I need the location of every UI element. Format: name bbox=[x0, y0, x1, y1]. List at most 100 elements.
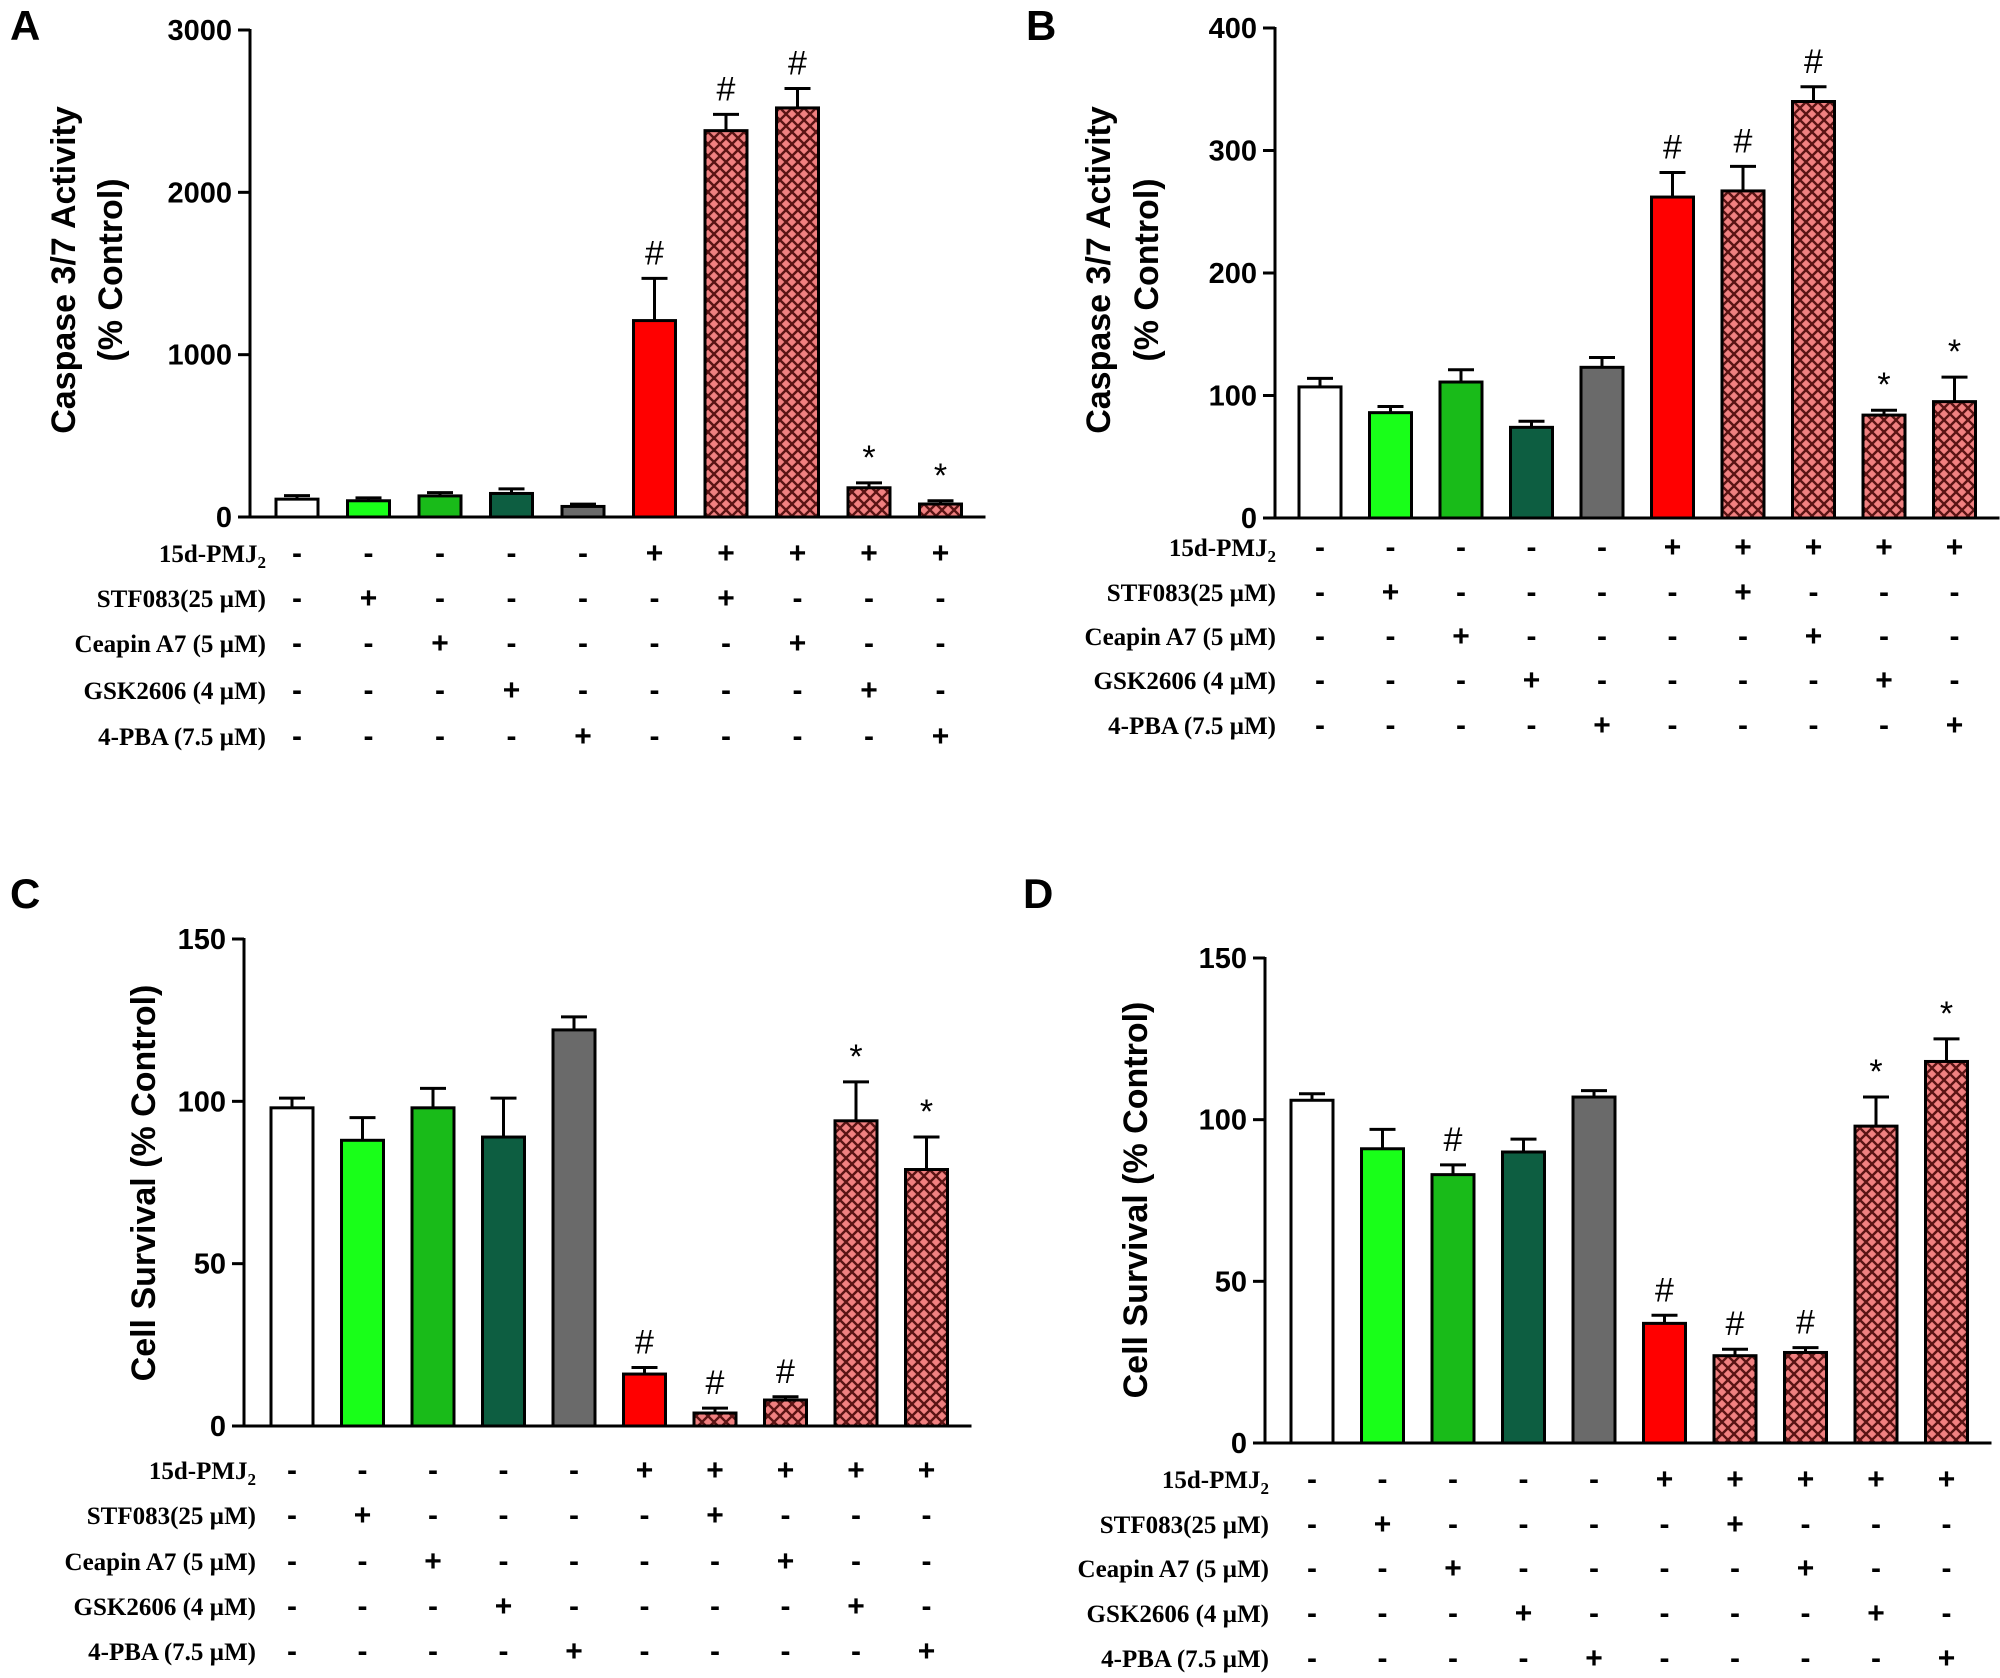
minus-sign: - bbox=[499, 1635, 509, 1668]
bar bbox=[1861, 413, 1907, 520]
y-tick-label: 400 bbox=[1209, 13, 1257, 45]
minus-sign: - bbox=[569, 1590, 579, 1623]
minus-sign: - bbox=[1801, 1642, 1811, 1675]
plus-sign: + bbox=[646, 537, 664, 570]
minus-sign: - bbox=[1950, 664, 1960, 697]
plus-sign: + bbox=[918, 1635, 936, 1668]
bar bbox=[775, 106, 820, 519]
minus-sign: - bbox=[358, 1454, 368, 1487]
minus-sign: - bbox=[1456, 709, 1466, 742]
minus-sign: - bbox=[793, 720, 803, 753]
minus-sign: - bbox=[292, 627, 302, 660]
significance-mark: # bbox=[635, 1324, 654, 1362]
plus-sign: + bbox=[1938, 1642, 1956, 1675]
plus-sign: + bbox=[1444, 1552, 1462, 1585]
minus-sign: - bbox=[710, 1545, 720, 1578]
minus-sign: - bbox=[864, 627, 874, 660]
y-tick-label: 3000 bbox=[167, 15, 232, 47]
minus-sign: - bbox=[1315, 576, 1325, 609]
bar bbox=[1853, 1124, 1899, 1445]
minus-sign: - bbox=[1597, 531, 1607, 564]
plus-sign: + bbox=[706, 1499, 724, 1532]
minus-sign: - bbox=[1307, 1508, 1317, 1541]
bar bbox=[274, 497, 320, 519]
minus-sign: - bbox=[1738, 664, 1748, 697]
bar bbox=[269, 1106, 315, 1428]
minus-sign: - bbox=[578, 627, 588, 660]
treatment-label-main: Ceapin A7 (5 µM) bbox=[1085, 624, 1276, 651]
minus-sign: - bbox=[1378, 1642, 1388, 1675]
bar bbox=[846, 486, 892, 519]
minus-sign: - bbox=[435, 537, 445, 570]
minus-sign: - bbox=[1668, 664, 1678, 697]
panel-letter: A bbox=[10, 2, 40, 49]
minus-sign: - bbox=[364, 674, 374, 707]
significance-mark: # bbox=[1663, 129, 1682, 167]
minus-sign: - bbox=[640, 1590, 650, 1623]
minus-sign: - bbox=[851, 1499, 861, 1532]
significance-mark: # bbox=[1796, 1304, 1815, 1342]
minus-sign: - bbox=[1386, 664, 1396, 697]
minus-sign: - bbox=[1801, 1597, 1811, 1630]
treatment-label-main: 15d-PMJ bbox=[1169, 535, 1268, 562]
minus-sign: - bbox=[578, 537, 588, 570]
treatment-label-main: STF083(25 µM) bbox=[87, 1503, 256, 1530]
bar bbox=[1924, 1059, 1969, 1445]
minus-sign: - bbox=[1448, 1508, 1458, 1541]
y-tick-label: 150 bbox=[178, 924, 226, 956]
minus-sign: - bbox=[1519, 1552, 1529, 1585]
plus-sign: + bbox=[918, 1454, 936, 1487]
minus-sign: - bbox=[287, 1545, 297, 1578]
minus-sign: - bbox=[435, 582, 445, 615]
bar bbox=[481, 1135, 526, 1428]
minus-sign: - bbox=[650, 582, 660, 615]
bar bbox=[622, 1372, 667, 1428]
treatment-label: 15d-PMJ2 bbox=[149, 1458, 256, 1489]
plus-sign: + bbox=[777, 1545, 795, 1578]
minus-sign: - bbox=[1448, 1463, 1458, 1496]
minus-sign: - bbox=[1668, 709, 1678, 742]
treatment-label-main: 4-PBA (7.5 µM) bbox=[88, 1639, 256, 1666]
treatment-label-main: 15d-PMJ bbox=[149, 1458, 248, 1485]
minus-sign: - bbox=[1738, 620, 1748, 653]
plus-sign: + bbox=[1523, 664, 1541, 697]
significance-mark: * bbox=[849, 1038, 862, 1076]
treatment-label: STF083(25 µM) bbox=[1107, 580, 1276, 607]
y-tick-label: 300 bbox=[1209, 136, 1257, 168]
minus-sign: - bbox=[428, 1590, 438, 1623]
minus-sign: - bbox=[922, 1590, 932, 1623]
minus-sign: - bbox=[1307, 1552, 1317, 1585]
treatment-label: Ceapin A7 (5 µM) bbox=[65, 1549, 256, 1576]
minus-sign: - bbox=[292, 674, 302, 707]
plus-sign: + bbox=[1946, 531, 1964, 564]
bar bbox=[1368, 411, 1413, 520]
minus-sign: - bbox=[1527, 620, 1537, 653]
plus-sign: + bbox=[1734, 531, 1752, 564]
plus-sign: + bbox=[1797, 1552, 1815, 1585]
minus-sign: - bbox=[1801, 1508, 1811, 1541]
treatment-label-main: 4-PBA (7.5 µM) bbox=[98, 724, 266, 751]
minus-sign: - bbox=[578, 674, 588, 707]
minus-sign: - bbox=[864, 720, 874, 753]
bar bbox=[417, 494, 463, 519]
panel-c: C Cell Survival (% Control) 0 50 100 150 # # # * *… bbox=[10, 870, 972, 1668]
minus-sign: - bbox=[650, 627, 660, 660]
bar bbox=[918, 502, 963, 519]
plus-sign: + bbox=[574, 720, 592, 753]
minus-sign: - bbox=[1597, 620, 1607, 653]
significance-mark: * bbox=[934, 457, 947, 495]
treatment-label: GSK2606 (4 µM) bbox=[84, 678, 266, 705]
minus-sign: - bbox=[364, 627, 374, 660]
minus-sign: - bbox=[1456, 664, 1466, 697]
panel-a: A Caspase 3/7 Activity (% Control) 0 1000 200… bbox=[10, 2, 986, 753]
significance-mark: * bbox=[1869, 1053, 1882, 1091]
bar bbox=[340, 1138, 385, 1428]
treatment-label: 15d-PMJ2 bbox=[1169, 535, 1276, 566]
panel-d: D Cell Survival (% Control) 0 50 100 150 # # # # *… bbox=[1023, 870, 1992, 1675]
minus-sign: - bbox=[1730, 1642, 1740, 1675]
treatment-label: STF083(25 µM) bbox=[97, 586, 266, 613]
minus-sign: - bbox=[1589, 1463, 1599, 1496]
plus-sign: + bbox=[1656, 1463, 1674, 1496]
minus-sign: - bbox=[851, 1545, 861, 1578]
significance-mark: * bbox=[1940, 995, 1953, 1033]
